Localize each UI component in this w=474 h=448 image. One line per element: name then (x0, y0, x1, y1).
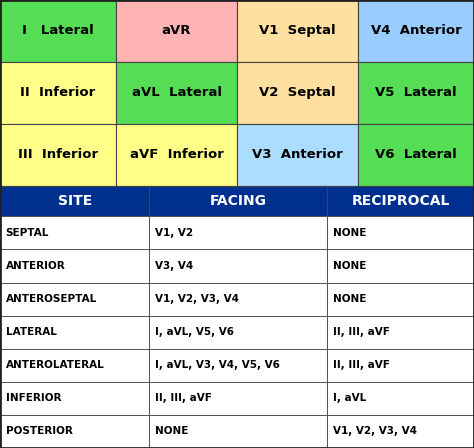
Text: II, III, aVF: II, III, aVF (333, 327, 390, 337)
Text: NONE: NONE (155, 426, 188, 436)
Bar (358, 62, 474, 124)
Text: I, aVL, V3, V4, V5, V6: I, aVL, V3, V4, V5, V6 (155, 360, 280, 370)
Bar (327, 316, 474, 349)
Bar (327, 415, 474, 448)
Text: FACING: FACING (210, 194, 267, 208)
Bar (149, 250, 327, 283)
Text: SITE: SITE (57, 194, 92, 208)
Text: LATERAL: LATERAL (6, 327, 56, 337)
Text: NONE: NONE (333, 294, 366, 304)
Text: V2  Septal: V2 Septal (259, 86, 336, 99)
Bar (116, 0, 237, 62)
Text: III  Inferior: III Inferior (18, 148, 98, 161)
Bar (149, 283, 327, 316)
Text: V1, V2, V3, V4: V1, V2, V3, V4 (155, 294, 239, 304)
Text: II, III, aVF: II, III, aVF (333, 360, 390, 370)
Bar (358, 0, 474, 62)
Text: aVL  Lateral: aVL Lateral (132, 86, 221, 99)
Text: II, III, aVF: II, III, aVF (155, 393, 212, 403)
Text: POSTERIOR: POSTERIOR (6, 426, 73, 436)
Bar (327, 216, 474, 250)
Text: V5  Lateral: V5 Lateral (375, 86, 457, 99)
Bar (149, 349, 327, 382)
Bar (116, 62, 237, 124)
Text: V3  Anterior: V3 Anterior (252, 148, 343, 161)
Text: II  Inferior: II Inferior (20, 86, 96, 99)
Text: I, aVL, V5, V6: I, aVL, V5, V6 (155, 327, 234, 337)
Bar (116, 124, 237, 186)
Text: V1, V2: V1, V2 (155, 228, 193, 238)
Bar (0, 186, 149, 216)
Text: I   Lateral: I Lateral (22, 25, 94, 38)
Bar (327, 186, 474, 216)
Text: aVR: aVR (162, 25, 191, 38)
Text: RECIPROCAL: RECIPROCAL (351, 194, 450, 208)
Bar (0, 62, 116, 124)
Text: V6  Lateral: V6 Lateral (375, 148, 457, 161)
Text: V4  Anterior: V4 Anterior (371, 25, 461, 38)
Text: aVF  Inferior: aVF Inferior (129, 148, 224, 161)
Bar (0, 415, 149, 448)
Text: V3, V4: V3, V4 (155, 261, 193, 271)
Text: SEPTAL: SEPTAL (6, 228, 49, 238)
Bar (0, 382, 149, 415)
Bar (149, 316, 327, 349)
Text: ANTEROSEPTAL: ANTEROSEPTAL (6, 294, 97, 304)
Bar (149, 186, 327, 216)
Bar (0, 0, 116, 62)
Text: V1, V2, V3, V4: V1, V2, V3, V4 (333, 426, 417, 436)
Bar (237, 0, 358, 62)
Bar (0, 216, 149, 250)
Bar (0, 250, 149, 283)
Bar (327, 382, 474, 415)
Bar (327, 283, 474, 316)
Text: I, aVL: I, aVL (333, 393, 366, 403)
Bar (149, 216, 327, 250)
Bar (0, 349, 149, 382)
Text: V1  Septal: V1 Septal (259, 25, 336, 38)
Bar (327, 250, 474, 283)
Text: NONE: NONE (333, 228, 366, 238)
Text: NONE: NONE (333, 261, 366, 271)
Bar (237, 124, 358, 186)
Text: INFERIOR: INFERIOR (6, 393, 61, 403)
Bar (327, 349, 474, 382)
Bar (0, 283, 149, 316)
Bar (358, 124, 474, 186)
Text: ANTERIOR: ANTERIOR (6, 261, 65, 271)
Bar (0, 316, 149, 349)
Text: ANTEROLATERAL: ANTEROLATERAL (6, 360, 104, 370)
Bar (149, 382, 327, 415)
Bar (237, 62, 358, 124)
Bar (149, 415, 327, 448)
Bar (0, 124, 116, 186)
